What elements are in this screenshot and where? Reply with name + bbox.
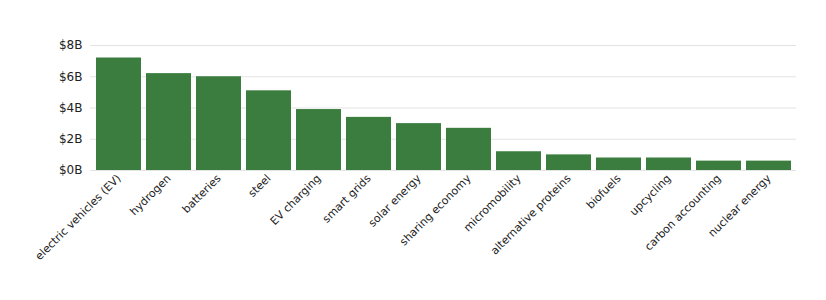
svg-text:electric vehicles (EV): electric vehicles (EV) (33, 172, 124, 263)
svg-text:steel: steel (246, 172, 274, 200)
svg-text:micromobility: micromobility (461, 171, 524, 235)
svg-text:solar energy: solar energy (365, 171, 424, 230)
svg-text:carbon accounting: carbon accounting (642, 172, 724, 254)
svg-text:alternative proteins: alternative proteins (488, 172, 574, 258)
svg-text:$4B: $4B (59, 101, 83, 115)
svg-text:$2B: $2B (59, 132, 83, 146)
svg-text:biofuels: biofuels (584, 172, 624, 212)
svg-text:hydrogen: hydrogen (128, 172, 174, 218)
svg-text:$6B: $6B (59, 70, 83, 84)
svg-text:nuclear energy: nuclear energy (706, 172, 774, 240)
svg-text:upcycling: upcycling (627, 172, 673, 218)
svg-text:$8B: $8B (59, 38, 83, 52)
svg-text:batteries: batteries (180, 172, 224, 216)
svg-text:EV charging: EV charging (268, 172, 324, 228)
svg-text:smart grids: smart grids (320, 172, 374, 226)
svg-text:sharing economy: sharing economy (397, 172, 474, 249)
svg-text:$0B: $0B (59, 163, 83, 177)
